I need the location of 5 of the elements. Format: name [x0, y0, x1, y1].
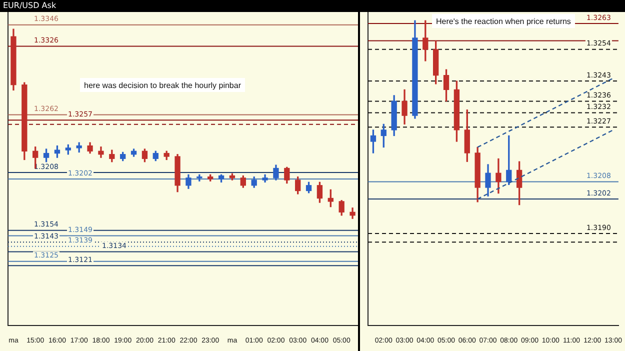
note-box: Here's the reaction when price returns [432, 14, 575, 28]
chart-title: EUR/USD Ask [3, 1, 56, 10]
annotation: here was decision to break the hourly pinbar [84, 81, 241, 90]
annotation: Here's the reaction when price returns [436, 17, 571, 26]
note-box: here was decision to break the hourly pinbar [80, 78, 245, 92]
